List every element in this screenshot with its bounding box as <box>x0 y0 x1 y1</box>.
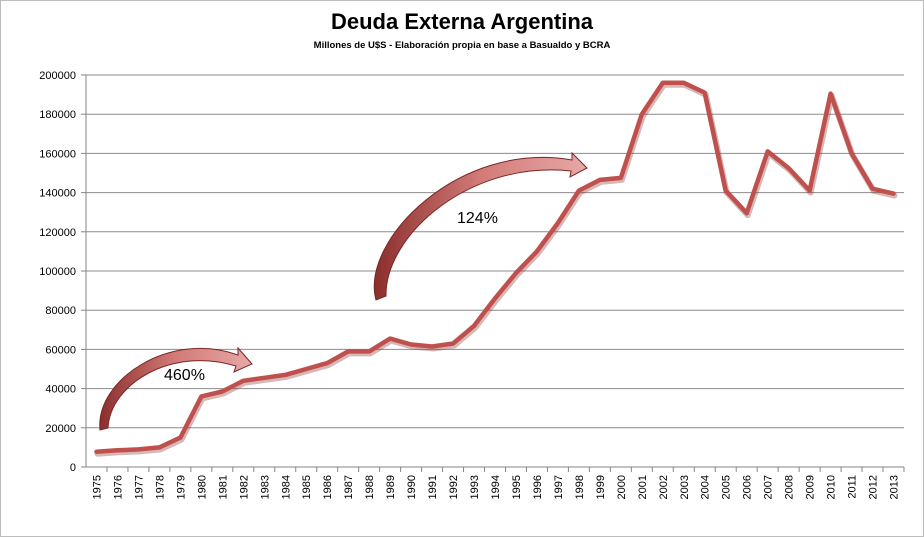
x-tick-label: 1976 <box>112 475 124 499</box>
annotation-arrows <box>99 151 588 431</box>
x-tick-label: 2007 <box>763 475 775 499</box>
x-tick-label: 2001 <box>637 475 649 499</box>
x-tick-label: 1986 <box>322 475 334 499</box>
x-tick-label: 1984 <box>280 475 292 499</box>
annotations: 460% 124% <box>164 210 498 384</box>
x-tick-label: 1987 <box>343 475 355 499</box>
x-tick-label: 2002 <box>658 475 670 499</box>
x-tick-label: 1982 <box>238 475 250 499</box>
y-tick-label: 40000 <box>45 384 76 396</box>
series-line-path <box>94 80 896 454</box>
x-tick-label: 2013 <box>889 475 901 499</box>
x-tick-label: 1983 <box>259 475 271 499</box>
y-tick-label: 60000 <box>45 344 76 356</box>
x-tick-label: 2008 <box>784 475 796 499</box>
arrow-124 <box>373 151 588 301</box>
annotation-label: 124% <box>457 210 498 227</box>
y-tick-label: 0 <box>70 462 76 474</box>
x-tick-label: 1978 <box>154 475 166 499</box>
chart-title: Deuda Externa Argentina <box>330 9 594 34</box>
y-tick-label: 200000 <box>39 70 76 82</box>
chart-subtitle: Millones de U$S - Elaboración propia en … <box>313 40 611 51</box>
x-tick-label: 1995 <box>511 475 523 499</box>
x-tick-label: 1989 <box>385 475 397 499</box>
y-tick-label: 80000 <box>45 305 76 317</box>
x-tick-label: 1996 <box>532 475 544 499</box>
x-tick-label: 1979 <box>175 475 187 499</box>
x-tick-label: 2010 <box>826 475 838 499</box>
x-tick-label: 1992 <box>448 475 460 499</box>
x-tick-label: 2011 <box>847 475 859 499</box>
x-tick-label: 1994 <box>490 475 502 499</box>
x-tick-label: 1997 <box>553 475 565 499</box>
x-tick-label: 1975 <box>91 475 103 499</box>
x-tick-label: 2009 <box>805 475 817 499</box>
x-tick-label: 1991 <box>427 475 439 499</box>
x-tick-label: 1998 <box>574 475 586 499</box>
x-tick-label: 1988 <box>364 475 376 499</box>
grid-lines <box>86 74 904 468</box>
series-line <box>94 80 898 457</box>
x-tick-label: 2012 <box>868 475 880 499</box>
x-tick-label: 2005 <box>721 475 733 499</box>
y-axis: 0 20000 40000 60000 80000 100000 120000 140000 1… <box>39 70 87 474</box>
x-tick-label: 1981 <box>217 475 229 499</box>
y-tick-label: 180000 <box>39 109 76 121</box>
y-tick-label: 100000 <box>39 266 76 278</box>
x-tick-label: 1990 <box>406 475 418 499</box>
x-tick-label: 2000 <box>616 475 628 499</box>
annotation-label: 460% <box>164 367 205 384</box>
x-tick-label: 2004 <box>700 475 712 499</box>
x-tick-label: 1980 <box>196 475 208 499</box>
x-axis: 1975 1976 1977 1978 1979 1980 1981 1982 1983 1984… <box>91 467 905 499</box>
x-tick-label: 1985 <box>301 475 313 499</box>
x-tick-label: 1999 <box>595 475 607 499</box>
y-tick-label: 160000 <box>39 148 76 160</box>
x-tick-label: 2003 <box>679 475 691 499</box>
arrow-460 <box>99 346 253 431</box>
x-tick-label: 2006 <box>742 475 754 499</box>
series-shadow <box>94 81 898 457</box>
y-tick-label: 140000 <box>39 188 76 200</box>
x-tick-label: 1977 <box>133 475 145 499</box>
x-tick-label: 1993 <box>469 475 481 499</box>
y-tick-label: 120000 <box>39 227 76 239</box>
y-tick-label: 20000 <box>45 423 76 435</box>
